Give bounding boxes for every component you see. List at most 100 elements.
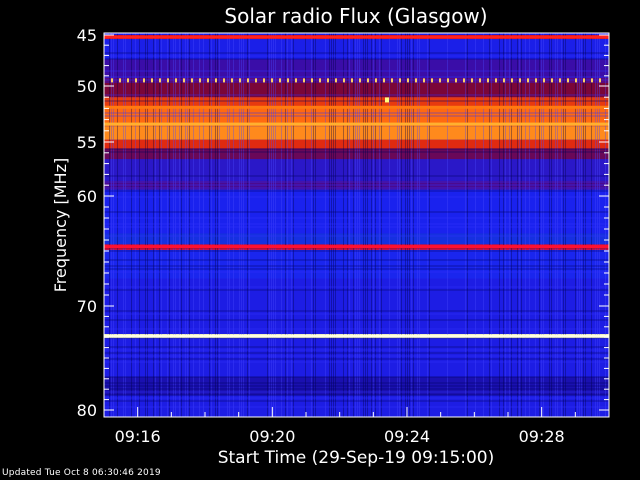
noise-streak [427, 33, 428, 417]
x-tick-label: 09:20 [249, 427, 295, 446]
noise-streak [413, 33, 414, 417]
emission-line-0 [104, 35, 609, 39]
interference-dot [175, 78, 177, 83]
noise-streak [233, 33, 234, 417]
interference-dot [231, 78, 233, 83]
noise-streak [409, 33, 410, 417]
noise-streak [389, 33, 390, 417]
noise-streak [541, 33, 542, 417]
y-tick-label: 50 [77, 77, 97, 96]
interference-dot [167, 78, 169, 83]
interference-dot [407, 78, 409, 83]
noise-streak [419, 33, 420, 417]
noise-streak [281, 33, 282, 417]
interference-dot [111, 78, 113, 83]
band-18 [104, 338, 609, 377]
noise-streak [271, 33, 272, 417]
interference-dot [527, 78, 529, 83]
noise-streak [549, 33, 550, 417]
noise-streak [111, 33, 112, 417]
noise-streak [313, 33, 314, 417]
interference-dot [415, 78, 417, 83]
interference-dot [503, 78, 505, 83]
noise-streak [399, 33, 400, 417]
interference-dot [599, 78, 601, 83]
emission-line-1 [104, 105, 609, 109]
noise-streak [465, 33, 466, 417]
noise-streak [407, 33, 408, 417]
band-13 [104, 233, 609, 245]
noise-streak [159, 33, 160, 417]
interference-dot [567, 78, 569, 83]
emission-line-2 [104, 122, 609, 126]
noise-streak [169, 33, 170, 417]
y-tick-label: 45 [77, 26, 97, 45]
noise-streak [405, 33, 406, 417]
interference-dot [463, 78, 465, 83]
noise-streak [215, 33, 216, 417]
noise-streak [343, 33, 344, 417]
noise-streak [275, 33, 276, 417]
noise-streak [227, 33, 228, 417]
noise-streak [585, 33, 586, 417]
noise-streak [447, 33, 448, 417]
x-tick-label: 09:16 [115, 427, 161, 446]
noise-streak [591, 33, 592, 417]
noise-streak [167, 33, 168, 417]
interference-dot [295, 78, 297, 83]
interference-dot [343, 78, 345, 83]
noise-streak [285, 33, 286, 417]
noise-streak [467, 33, 468, 417]
noise-streak [125, 33, 126, 417]
burst-spot [385, 97, 389, 103]
noise-streak [241, 33, 242, 417]
noise-streak [503, 33, 504, 417]
noise-streak [189, 33, 190, 417]
plot-frame [103, 32, 610, 418]
noise-streak [489, 33, 490, 417]
noise-streak [511, 33, 512, 417]
x-tick-label: 09:24 [384, 427, 430, 446]
y-axis-label: Frequency [MHz] [51, 158, 70, 292]
interference-dot [335, 78, 337, 83]
interference-dot [479, 78, 481, 83]
noise-streak [135, 33, 136, 417]
noise-streak [147, 33, 148, 417]
updated-timestamp: Updated Tue Oct 8 06:30:46 2019 [2, 468, 161, 478]
interference-dot [575, 78, 577, 83]
noise-streak [335, 33, 336, 417]
noise-streak [529, 33, 530, 417]
dotted-interference-line [111, 78, 601, 83]
interference-dot [559, 78, 561, 83]
noise-streak [375, 33, 376, 417]
interference-dot [383, 78, 385, 83]
noise-streak [175, 33, 176, 417]
noise-streak [311, 33, 312, 417]
noise-streak [153, 33, 154, 417]
noise-streak [359, 33, 360, 417]
noise-streak [373, 33, 374, 417]
noise-streak [561, 33, 562, 417]
noise-streak [353, 33, 354, 417]
interference-dot [359, 78, 361, 83]
noise-streak [417, 33, 418, 417]
chart-title: Solar radio Flux (Glasgow) [224, 4, 487, 28]
noise-streak [575, 33, 576, 417]
noise-streak [535, 33, 536, 417]
noise-streak [187, 33, 188, 417]
noise-streak [349, 33, 350, 417]
band-9 [104, 148, 609, 160]
noise-streak [599, 33, 600, 417]
plot-area [104, 33, 609, 417]
noise-streak [315, 33, 316, 417]
noise-streak [179, 33, 180, 417]
noise-streak [429, 33, 430, 417]
noise-streak [181, 33, 182, 417]
band-7 [104, 126, 609, 140]
band-1 [104, 39, 609, 60]
interference-dot [455, 78, 457, 83]
noise-streak [109, 33, 110, 417]
interference-dot [191, 78, 193, 83]
band-4 [104, 82, 609, 98]
noise-streak [525, 33, 526, 417]
